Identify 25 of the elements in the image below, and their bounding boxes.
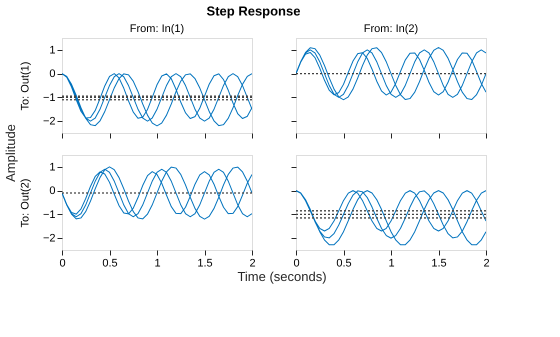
x-tick-label: 2 [483,258,490,270]
chart-title: From: In(2) [364,23,418,35]
x-tick-label: 0.5 [336,258,352,270]
x-tick-label: 0 [293,258,300,270]
y-tick-label: −1 [42,92,56,104]
text: Step Response [206,4,300,18]
x-tick-label: 1 [388,258,395,270]
x-tick-label: 1.5 [431,258,447,270]
y-tick-label: 1 [49,44,56,56]
text: Amplitude [3,124,18,182]
y-tick-label: 1 [49,161,56,174]
y-axis-title: To: Out(2) [20,178,32,228]
x-tick-label: 2 [249,258,256,270]
x-tick-label: 1.5 [197,258,213,270]
text: Time (seconds) [237,269,327,284]
y-tick-label: −1 [42,208,56,221]
x-tick-label: 0 [59,258,66,270]
chart-title: From: In(1) [130,23,184,35]
y-tick-label: 0 [49,185,56,198]
y-axis-title: To: Out(1) [20,62,32,110]
x-tick-label: 1 [154,258,161,270]
y-tick-label: −2 [42,116,56,128]
x-tick-label: 0.5 [102,258,118,270]
y-tick-label: 0 [49,68,56,80]
y-tick-label: −2 [42,232,56,245]
